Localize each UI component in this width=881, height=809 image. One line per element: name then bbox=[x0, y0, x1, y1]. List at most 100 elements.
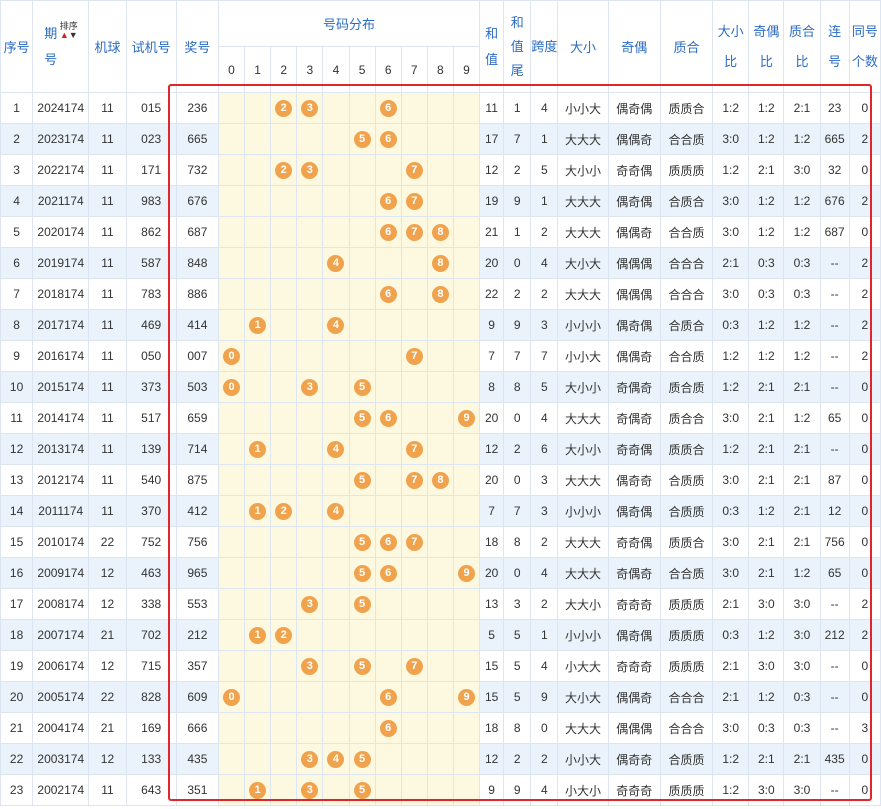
dist-cell-3 bbox=[296, 495, 324, 527]
sort-label: 排序 bbox=[59, 20, 78, 31]
cell-parity: 奇奇偶 bbox=[607, 526, 661, 558]
cell-parity-ratio: 1:2 bbox=[748, 92, 785, 124]
dist-cell-3 bbox=[296, 185, 324, 217]
dist-cell-8 bbox=[426, 650, 454, 682]
cell-size: 大大大 bbox=[557, 123, 609, 155]
dist-cell-3 bbox=[296, 464, 324, 496]
cell-consec: 87 bbox=[819, 464, 850, 496]
cell-same: 0 bbox=[848, 154, 881, 186]
col-header-size: 大小 bbox=[557, 0, 609, 93]
cell-span: 4 bbox=[530, 650, 559, 682]
cell-span: 2 bbox=[530, 526, 559, 558]
number-ball: 4 bbox=[327, 316, 345, 334]
sort-control[interactable]: 排序 ▲▼ bbox=[59, 20, 78, 40]
col-header-sum-tail-2: 值 bbox=[510, 38, 524, 54]
cell-parity: 偶奇奇 bbox=[607, 464, 661, 496]
table-body: 1 2024174 11 015 236 2 3 6 11 1 4 小小大 偶奇偶 质质合 1:2 1:2 2:… bbox=[0, 92, 881, 806]
dist-cell-6 bbox=[374, 774, 402, 806]
number-ball: 5 bbox=[353, 409, 371, 427]
cell-size-ratio: 1:2 bbox=[712, 743, 750, 775]
number-ball: 3 bbox=[301, 750, 319, 768]
number-ball: 9 bbox=[458, 564, 476, 582]
number-ball: 4 bbox=[327, 440, 345, 458]
dist-cell-7 bbox=[400, 247, 428, 279]
cell-parity-ratio: 3:0 bbox=[748, 650, 785, 682]
table-row: 1 2024174 11 015 236 2 3 6 11 1 4 小小大 偶奇偶 质质合 1:2 1:2 2:… bbox=[0, 92, 881, 124]
cell-parity-ratio: 1:2 bbox=[748, 309, 785, 341]
dist-cell-6: 6 bbox=[374, 92, 402, 124]
cell-same: 2 bbox=[848, 278, 881, 310]
cell-parity: 偶奇偶 bbox=[607, 619, 661, 651]
cell-period: 2013174 bbox=[32, 433, 90, 465]
col-header-period[interactable]: 期号排序 ▲▼ bbox=[32, 0, 90, 93]
cell-size-ratio: 3:0 bbox=[712, 557, 750, 589]
cell-consec: -- bbox=[819, 588, 850, 620]
dist-cell-7 bbox=[400, 123, 428, 155]
cell-consec: 23 bbox=[819, 92, 850, 124]
dist-cell-1 bbox=[244, 650, 272, 682]
dist-cell-9 bbox=[452, 433, 481, 465]
cell-sum-tail: 9 bbox=[503, 774, 532, 806]
cell-prize: 965 bbox=[175, 557, 219, 589]
table-row: 10 2015174 11 373 503 0 3 5 8 8 5 大小小 奇偶奇 质合质 1:2 2:1 2:… bbox=[0, 371, 881, 403]
cell-prize: 351 bbox=[175, 774, 219, 806]
cell-period: 2014174 bbox=[32, 402, 90, 434]
col-header-distribution: 号码分布 bbox=[217, 0, 481, 47]
dist-cell-9 bbox=[452, 774, 481, 806]
cell-machine: 11 bbox=[88, 309, 127, 341]
dist-cell-7: 7 bbox=[400, 154, 428, 186]
dist-cell-8 bbox=[426, 371, 454, 403]
cell-same: 0 bbox=[848, 464, 881, 496]
cell-size: 大大大 bbox=[557, 526, 609, 558]
number-ball: 0 bbox=[223, 347, 240, 365]
cell-size: 大大大 bbox=[557, 557, 609, 589]
cell-consec: 65 bbox=[819, 402, 850, 434]
cell-sum-tail: 5 bbox=[503, 681, 532, 713]
cell-size-ratio: 1:2 bbox=[712, 774, 750, 806]
dist-cell-6 bbox=[374, 650, 402, 682]
dist-cell-5 bbox=[348, 278, 376, 310]
dist-cell-1: 1 bbox=[244, 495, 272, 527]
digit-header-8: 8 bbox=[426, 46, 454, 93]
cell-seq: 15 bbox=[0, 526, 34, 558]
dist-cell-7 bbox=[400, 712, 428, 744]
dist-cell-4 bbox=[322, 712, 350, 744]
dist-cell-4 bbox=[322, 278, 350, 310]
cell-size: 大小小 bbox=[557, 433, 609, 465]
digit-header-5: 5 bbox=[348, 46, 376, 93]
cell-prime: 合质质 bbox=[659, 743, 714, 775]
dist-cell-2 bbox=[270, 743, 298, 775]
dist-cell-0 bbox=[217, 278, 246, 310]
digit-header-3: 3 bbox=[296, 46, 324, 93]
cell-machine: 21 bbox=[88, 619, 127, 651]
cell-span: 9 bbox=[530, 681, 559, 713]
dist-cell-5: 5 bbox=[348, 402, 376, 434]
cell-seq: 1 bbox=[0, 92, 34, 124]
dist-cell-8 bbox=[426, 340, 454, 372]
dist-cell-3: 3 bbox=[296, 774, 324, 806]
dist-cell-4 bbox=[322, 123, 350, 155]
number-ball: 4 bbox=[327, 254, 345, 272]
cell-test: 463 bbox=[125, 557, 177, 589]
cell-parity-ratio: 2:1 bbox=[748, 464, 785, 496]
dist-cell-3 bbox=[296, 619, 324, 651]
cell-same: 2 bbox=[848, 588, 881, 620]
cell-prime: 合质质 bbox=[659, 495, 714, 527]
cell-sum: 5 bbox=[479, 619, 505, 651]
cell-size: 大小小 bbox=[557, 371, 609, 403]
dist-cell-1: 1 bbox=[244, 774, 272, 806]
cell-seq: 12 bbox=[0, 433, 34, 465]
dist-cell-4: 4 bbox=[322, 433, 350, 465]
dist-cell-3 bbox=[296, 216, 324, 248]
dist-cell-1: 1 bbox=[244, 619, 272, 651]
cell-same: 2 bbox=[848, 309, 881, 341]
number-ball: 5 bbox=[353, 533, 371, 551]
cell-prime: 合质质 bbox=[659, 464, 714, 496]
cell-period: 2009174 bbox=[32, 557, 90, 589]
dist-cell-8 bbox=[426, 681, 454, 713]
cell-sum-tail: 0 bbox=[503, 247, 532, 279]
cell-parity-ratio: 2:1 bbox=[748, 433, 785, 465]
number-ball: 6 bbox=[379, 533, 397, 551]
cell-parity-ratio: 0:3 bbox=[748, 712, 785, 744]
